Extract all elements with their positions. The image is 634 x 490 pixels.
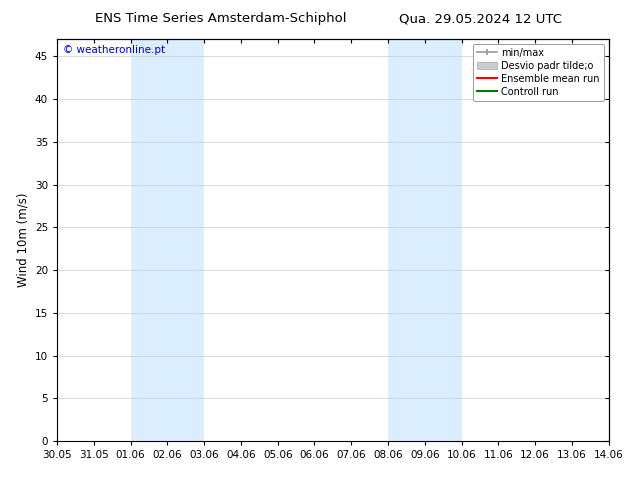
Text: © weatheronline.pt: © weatheronline.pt	[63, 45, 165, 55]
Y-axis label: Wind 10m (m/s): Wind 10m (m/s)	[16, 193, 29, 287]
Legend: min/max, Desvio padr tilde;o, Ensemble mean run, Controll run: min/max, Desvio padr tilde;o, Ensemble m…	[473, 44, 604, 100]
Text: Qua. 29.05.2024 12 UTC: Qua. 29.05.2024 12 UTC	[399, 12, 562, 25]
Bar	[131, 39, 204, 441]
Text: ENS Time Series Amsterdam-Schiphol: ENS Time Series Amsterdam-Schiphol	[95, 12, 347, 25]
Bar	[388, 39, 462, 441]
